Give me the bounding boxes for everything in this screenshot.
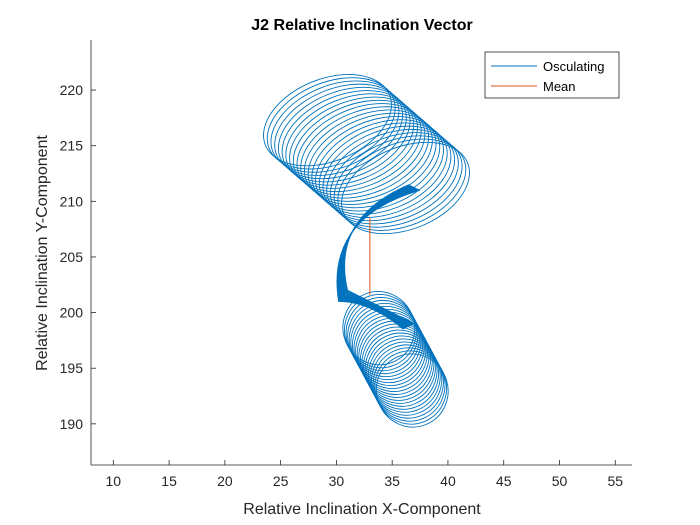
- osculating-upper-loop-8: [292, 99, 422, 193]
- osculating-upper-loop-4: [277, 86, 407, 180]
- legend[interactable]: Osculating Mean: [484, 51, 620, 99]
- osculating-upper-loop-20: [337, 138, 467, 231]
- osculating-upper-loop-6: [285, 93, 415, 186]
- axes-layer: 10 15 20 25 30 35 40 45 50 55 190 195 200 205 210 215 22…: [60, 40, 632, 489]
- osculating-upper-loop-19: [333, 135, 463, 228]
- osculating-upper-loop-15: [318, 122, 448, 215]
- legend-label-osculating: Osculating: [543, 59, 604, 74]
- y-tick-label: 195: [60, 360, 84, 376]
- y-tick-label: 220: [60, 82, 84, 98]
- osculating-upper-loop-3: [274, 83, 404, 176]
- chart-title: J2 Relative Inclination Vector: [251, 17, 472, 34]
- y-tick-label: 215: [60, 138, 84, 154]
- x-tick-label: 55: [607, 473, 623, 489]
- x-tick-label: 20: [217, 473, 233, 489]
- osculating-upper-loop-9: [296, 103, 426, 196]
- x-tick-label: 15: [161, 473, 177, 489]
- plot-area: 10 15 20 25 30 35 40 45 50 55 190 195 200 205 210 215 22…: [60, 40, 632, 489]
- series-layer: [263, 73, 470, 428]
- y-tick-label: 190: [60, 416, 84, 432]
- x-tick-label: 30: [329, 473, 345, 489]
- osculating-upper-loop-14: [315, 119, 444, 212]
- osculating-upper-loop-1: [266, 77, 396, 170]
- legend-label-mean: Mean: [543, 79, 576, 94]
- osculating-upper-loop-5: [281, 90, 411, 183]
- osculating-crossing-17: [336, 189, 421, 330]
- x-tick-label: 50: [552, 473, 568, 489]
- x-tick-label: 45: [496, 473, 512, 489]
- x-tick-label: 25: [273, 473, 289, 489]
- y-tick-label: 205: [60, 249, 84, 265]
- osculating-upper-loop-11: [303, 109, 433, 202]
- y-axis-label: Relative Inclination Y-Component: [34, 135, 51, 371]
- x-axis-label: Relative Inclination X-Component: [243, 501, 481, 518]
- osculating-upper-loop-18: [330, 132, 459, 225]
- osculating-lower-loop-21: [375, 353, 449, 428]
- axes-background: [91, 40, 632, 465]
- legend-box: [484, 51, 620, 99]
- osculating-upper-loop-7: [289, 96, 418, 189]
- osculating-upper-loop-16: [322, 125, 452, 218]
- osculating-upper-loop-10: [300, 106, 430, 199]
- x-tick-label: 10: [106, 473, 122, 489]
- x-tick-label: 35: [384, 473, 400, 489]
- y-tick-label: 200: [60, 305, 84, 321]
- y-tick-label: 210: [60, 193, 84, 209]
- x-tick-label: 40: [440, 473, 456, 489]
- osculating-upper-loop-0: [263, 73, 392, 167]
- osculating-upper-loop-2: [270, 80, 400, 173]
- osculating-upper-loop-21: [341, 141, 470, 235]
- osculating-upper-loop-17: [326, 128, 456, 222]
